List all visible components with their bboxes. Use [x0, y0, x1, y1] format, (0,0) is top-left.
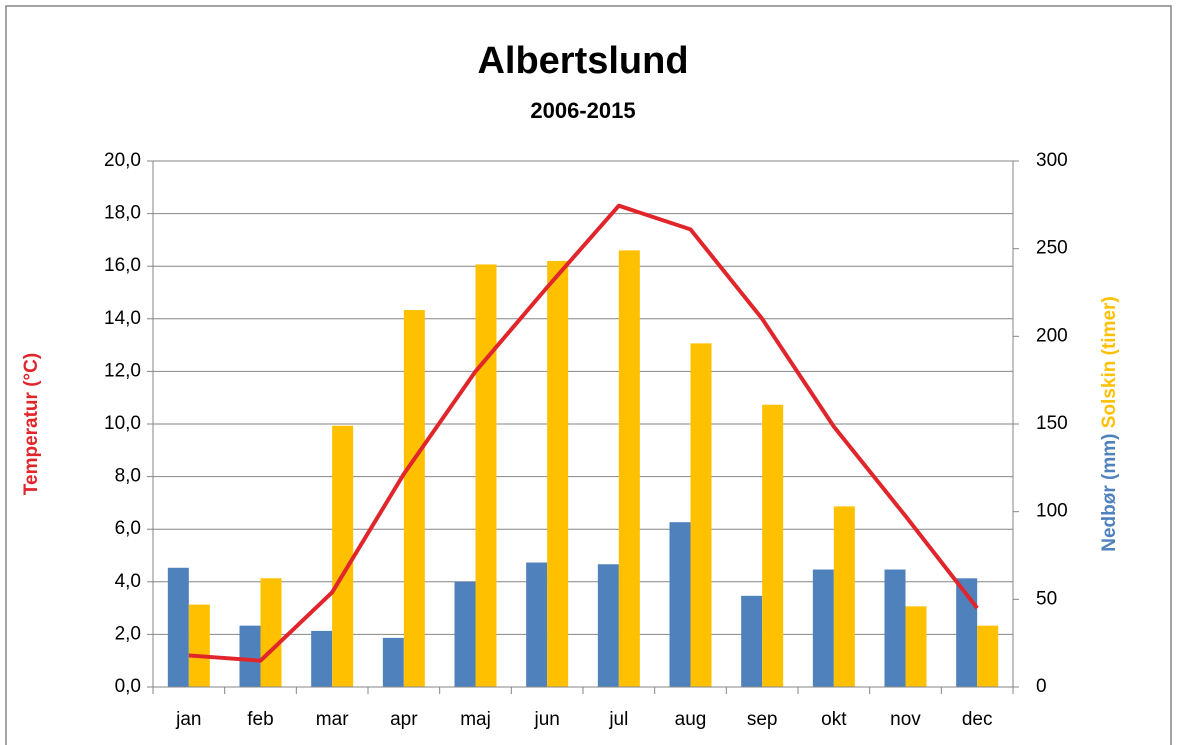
- line: [188, 203, 979, 663]
- y2-axis-label-part: Solskin (timer): [1099, 296, 1120, 428]
- bar: [956, 578, 978, 687]
- bar: [188, 604, 210, 687]
- bar: [547, 260, 569, 687]
- x-tick-label: okt: [821, 709, 847, 730]
- y2-tick-label: 100: [1036, 501, 1068, 522]
- y-tick-label: 12,0: [104, 360, 141, 381]
- y-tick-label: 0,0: [115, 676, 141, 697]
- y-tick-label: 6,0: [115, 518, 141, 539]
- bar: [618, 250, 640, 688]
- y2-tick-label: 300: [1036, 150, 1068, 171]
- y-tick-label: 20,0: [104, 150, 141, 171]
- chart-subtitle: 2006-2015: [530, 98, 635, 123]
- y-tick-label: 4,0: [115, 571, 141, 592]
- bar: [690, 343, 712, 687]
- bar: [812, 569, 834, 687]
- bar: [167, 567, 189, 687]
- y2-tick-label: 250: [1036, 238, 1068, 259]
- y-tick-label: 16,0: [104, 255, 141, 276]
- x-tick-label: aug: [675, 709, 707, 730]
- y2-tick-label: 50: [1036, 588, 1057, 609]
- y2-tick-label: 0: [1036, 676, 1047, 697]
- y-tick-label: 2,0: [115, 623, 141, 644]
- bar: [977, 625, 999, 687]
- bar: [311, 630, 333, 687]
- chart-title: Albertslund: [477, 40, 688, 82]
- y-tick-label: 10,0: [104, 413, 141, 434]
- y-axis-label: Temperatur (°C): [21, 353, 42, 495]
- bar: [239, 625, 261, 687]
- y-tick-label: 14,0: [104, 308, 141, 329]
- bar: [526, 562, 548, 687]
- bar: [454, 581, 476, 687]
- y2-tick-label: 200: [1036, 325, 1068, 346]
- x-tick-label: apr: [390, 709, 418, 730]
- x-tick-label: dec: [962, 709, 993, 730]
- bar: [382, 637, 404, 687]
- bar: [884, 569, 906, 687]
- x-tick-label: maj: [460, 709, 491, 730]
- y2-tick-label: 150: [1036, 413, 1068, 434]
- x-tick-label: sep: [747, 709, 778, 730]
- bar: [669, 522, 691, 687]
- bar: [597, 564, 619, 687]
- y-tick-label: 18,0: [104, 203, 141, 224]
- y-tick-label: 8,0: [115, 466, 141, 487]
- x-tick-label: mar: [316, 709, 349, 730]
- x-tick-label: nov: [890, 709, 921, 730]
- x-tick-label: jul: [608, 709, 628, 730]
- y2-axis-label: Nedbør (mm) Solskin (timer): [1099, 296, 1120, 552]
- x-tick-label: jan: [175, 709, 201, 730]
- bar: [741, 595, 763, 687]
- y2-axis-label-part: Nedbør (mm): [1099, 434, 1120, 552]
- bar: [905, 606, 927, 687]
- bar: [332, 425, 354, 687]
- bar: [260, 578, 282, 687]
- bar: [762, 404, 784, 687]
- bar: [403, 310, 425, 687]
- bar: [833, 506, 855, 687]
- x-tick-label: feb: [247, 709, 273, 730]
- x-tick-label: jun: [533, 709, 559, 730]
- bar: [475, 264, 497, 687]
